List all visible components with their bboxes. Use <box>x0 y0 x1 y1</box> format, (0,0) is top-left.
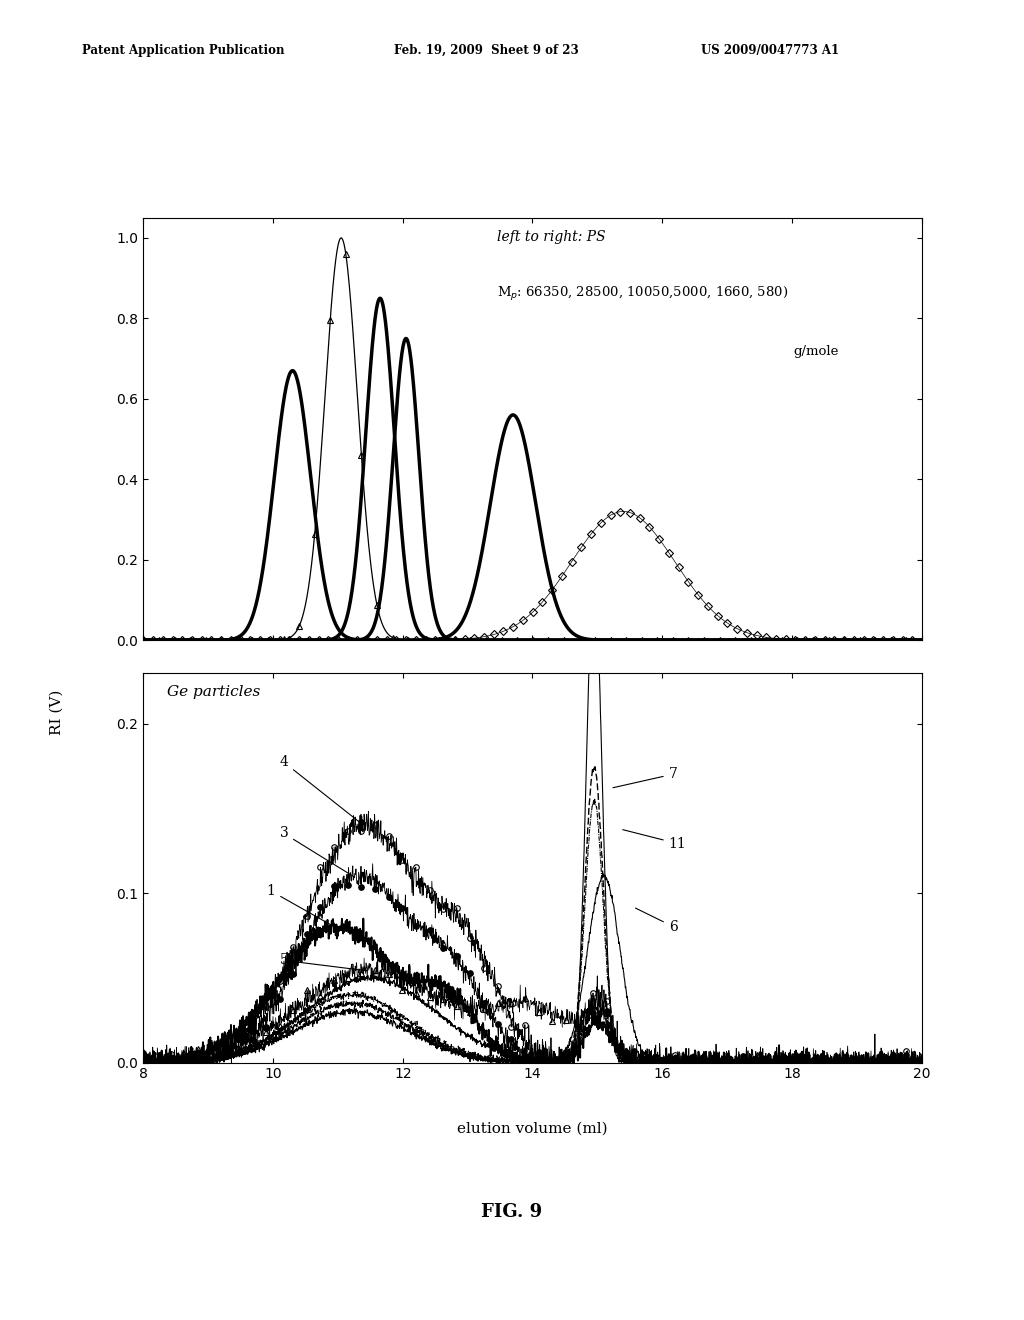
Text: Feb. 19, 2009  Sheet 9 of 23: Feb. 19, 2009 Sheet 9 of 23 <box>394 44 579 57</box>
Text: 7: 7 <box>613 767 678 788</box>
Text: Ge particles: Ge particles <box>167 685 260 698</box>
Text: 11: 11 <box>623 830 686 850</box>
Text: g/mole: g/mole <box>794 345 839 358</box>
Text: 1: 1 <box>266 884 336 928</box>
Text: US 2009/0047773 A1: US 2009/0047773 A1 <box>701 44 840 57</box>
Text: elution volume (ml): elution volume (ml) <box>457 1122 608 1135</box>
Text: 4: 4 <box>280 755 361 824</box>
Text: 6: 6 <box>636 908 678 933</box>
Text: M$_p$: 66350, 28500, 10050,5000, 1660, 580): M$_p$: 66350, 28500, 10050,5000, 1660, 5… <box>498 285 788 304</box>
Text: 3: 3 <box>280 826 353 876</box>
Text: RI (V): RI (V) <box>49 690 63 735</box>
Text: FIG. 9: FIG. 9 <box>481 1203 543 1221</box>
Text: left to right: PS: left to right: PS <box>498 231 606 244</box>
Text: 5: 5 <box>280 953 368 970</box>
Text: Patent Application Publication: Patent Application Publication <box>82 44 285 57</box>
